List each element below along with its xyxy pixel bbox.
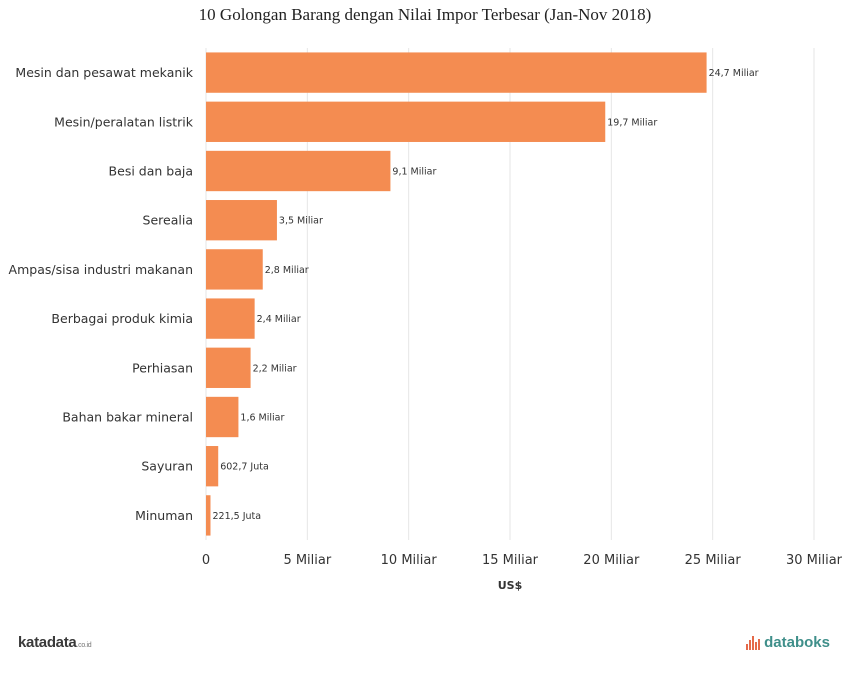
category-label: Bahan bakar mineral [62, 410, 193, 425]
category-label: Serealia [143, 213, 193, 228]
bar [206, 347, 251, 388]
x-tick-label: 10 Miliar [381, 553, 438, 568]
x-tick-label: 0 [202, 553, 210, 568]
x-tick-label: 30 Miliar [786, 553, 843, 568]
x-axis-title: US$ [498, 579, 523, 592]
bar [206, 249, 263, 290]
katadata-wordmark: katadata [18, 634, 77, 651]
databoks-logo: databoks [746, 634, 830, 651]
katadata-logo: katadata.co.id [18, 634, 92, 651]
databoks-wordmark: databoks [764, 634, 830, 651]
data-label: 2,2 Miliar [253, 363, 297, 374]
x-tick-label: 25 Miliar [685, 553, 742, 568]
bar-chart: 0 5 Miliar 10 Miliar 15 Miliar 20 Miliar 25 M… [9, 48, 843, 592]
category-label: Perhiasan [132, 360, 193, 375]
data-label: 19,7 Miliar [607, 117, 657, 128]
bar [206, 101, 606, 142]
data-label: 9,1 Miliar [392, 167, 436, 178]
x-tick-label: 5 Miliar [283, 553, 331, 568]
data-label: 221,5 Juta [212, 511, 261, 522]
category-label: Mesin/peralatan listrik [54, 114, 194, 129]
chart-title: 10 Golongan Barang dengan Nilai Impor Te… [198, 5, 652, 24]
bar [206, 200, 277, 241]
category-label: Minuman [135, 508, 193, 523]
data-label: 602,7 Juta [220, 462, 269, 473]
category-label: Besi dan baja [109, 164, 193, 179]
x-tick-label: 15 Miliar [482, 553, 539, 568]
bar [206, 396, 239, 438]
data-label: 3,5 Miliar [279, 216, 323, 227]
data-label: 24,7 Miliar [709, 68, 759, 79]
databoks-bars-icon [746, 635, 761, 650]
x-tick-label: 20 Miliar [583, 553, 640, 568]
category-label: Ampas/sisa industri makanan [9, 262, 193, 277]
bar [206, 446, 219, 487]
data-label: 2,8 Miliar [265, 265, 309, 276]
category-label: Sayuran [141, 459, 193, 474]
category-label: Berbagai produk kimia [51, 311, 193, 326]
bar [206, 495, 211, 536]
data-label: 2,4 Miliar [257, 314, 301, 325]
bar [206, 298, 255, 339]
category-label: Mesin dan pesawat mekanik [15, 65, 193, 80]
katadata-tld: .co.id [76, 642, 92, 649]
data-label: 1,6 Miliar [240, 413, 284, 424]
bar [206, 150, 391, 192]
bar [206, 52, 707, 93]
